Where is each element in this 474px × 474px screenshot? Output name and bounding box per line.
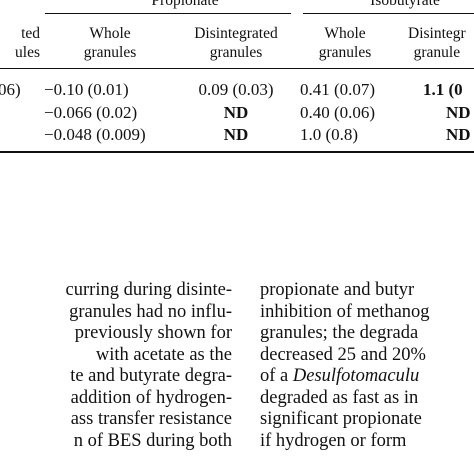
table-bottom-rule bbox=[0, 151, 474, 153]
text-line: granules; the degrada bbox=[260, 323, 474, 345]
text-line: decreased 25 and 20% bbox=[260, 345, 474, 367]
col-header-line1: Disintegr bbox=[408, 25, 466, 42]
text-run: inhibition of methanog bbox=[260, 301, 430, 322]
col-header-line1: Whole bbox=[89, 25, 131, 42]
table-cell: −0.048 (0.009) bbox=[44, 125, 146, 144]
text-line: of a Desulfotomaculu bbox=[260, 366, 474, 388]
col0-header-line2: ules bbox=[15, 44, 40, 61]
col-header-line2: granule bbox=[413, 44, 461, 61]
table-cell: 0.40 (0.06) bbox=[300, 103, 376, 122]
col-header-line2: granules bbox=[209, 44, 263, 61]
text-run: decreased 25 and 20% bbox=[260, 344, 426, 365]
group-header-propionate: Propionate bbox=[151, 0, 219, 9]
text-run: of a bbox=[260, 366, 293, 386]
text-line: degraded as fast as in bbox=[260, 388, 474, 410]
table-cell: ND bbox=[223, 103, 249, 122]
text-line: previously shown for bbox=[74, 323, 232, 343]
table-cell: 1.0 (0.8) bbox=[300, 125, 359, 144]
text-line: te and butyrate degra- bbox=[70, 366, 232, 386]
italic-organism-name: Desulfotomaculu bbox=[292, 366, 420, 386]
text-line: if hydrogen or form bbox=[260, 431, 474, 453]
col0-header-line1: ted bbox=[21, 25, 40, 42]
table-cell: 06) bbox=[0, 80, 21, 99]
text-run: granules; the degrada bbox=[260, 323, 419, 343]
table-cell: −0.066 (0.02) bbox=[44, 103, 138, 122]
col-header-whole-granules-propionate: Whole granules bbox=[50, 24, 170, 62]
col-header-whole-granules-isobutyrate: Whole granules bbox=[290, 24, 400, 62]
col-header-line2: granules bbox=[318, 44, 372, 61]
col0-header: ted ules bbox=[0, 24, 40, 62]
table-cell: 0.41 (0.07) bbox=[300, 80, 376, 99]
text-line: ass transfer resistance bbox=[70, 409, 232, 429]
left-text-column: curring during disinte- granules had no … bbox=[0, 280, 232, 452]
text-line: addition of hydrogen- bbox=[70, 387, 232, 408]
table-cell: 0.09 (0.03) bbox=[198, 80, 274, 99]
col-header-disintegrated-granules-isobutyrate: Disintegr granule bbox=[408, 24, 466, 62]
text-line: with acetate as the bbox=[95, 344, 232, 365]
text-line: inhibition of methanog bbox=[260, 302, 474, 324]
header-rule bbox=[0, 68, 474, 69]
text-line: n of BES during both bbox=[73, 430, 232, 451]
col-header-disintegrated-granules-propionate: Disintegrated granules bbox=[176, 24, 296, 62]
spanner-rule-propionate bbox=[45, 13, 291, 14]
right-text-column: propionate and butyr inhibition of metha… bbox=[260, 280, 474, 452]
col-header-line2: granules bbox=[83, 44, 137, 61]
spanner-rule-isobutyrate bbox=[303, 13, 474, 14]
text-run: significant propionate bbox=[260, 409, 422, 429]
text-run: if hydrogen or form bbox=[260, 430, 407, 451]
group-header-isobutyrate: Isobutyrate bbox=[370, 0, 440, 9]
table-cell: ND bbox=[446, 125, 471, 144]
col-header-line1: Whole bbox=[324, 25, 366, 42]
col-header-line1: Disintegrated bbox=[194, 25, 278, 42]
text-line: curring during disinte- bbox=[65, 280, 232, 300]
text-line: propionate and butyr bbox=[260, 280, 474, 302]
table-cell: ND bbox=[223, 125, 249, 144]
table-cell: 1.1 (0 bbox=[423, 80, 463, 99]
table-cell: ND bbox=[446, 103, 471, 122]
table-cell: −0.10 (0.01) bbox=[44, 80, 129, 99]
text-line: significant propionate bbox=[260, 409, 474, 431]
text-run: propionate and butyr bbox=[260, 280, 415, 300]
text-line: granules had no influ- bbox=[69, 301, 232, 322]
text-run: degraded as fast as in bbox=[260, 387, 419, 408]
